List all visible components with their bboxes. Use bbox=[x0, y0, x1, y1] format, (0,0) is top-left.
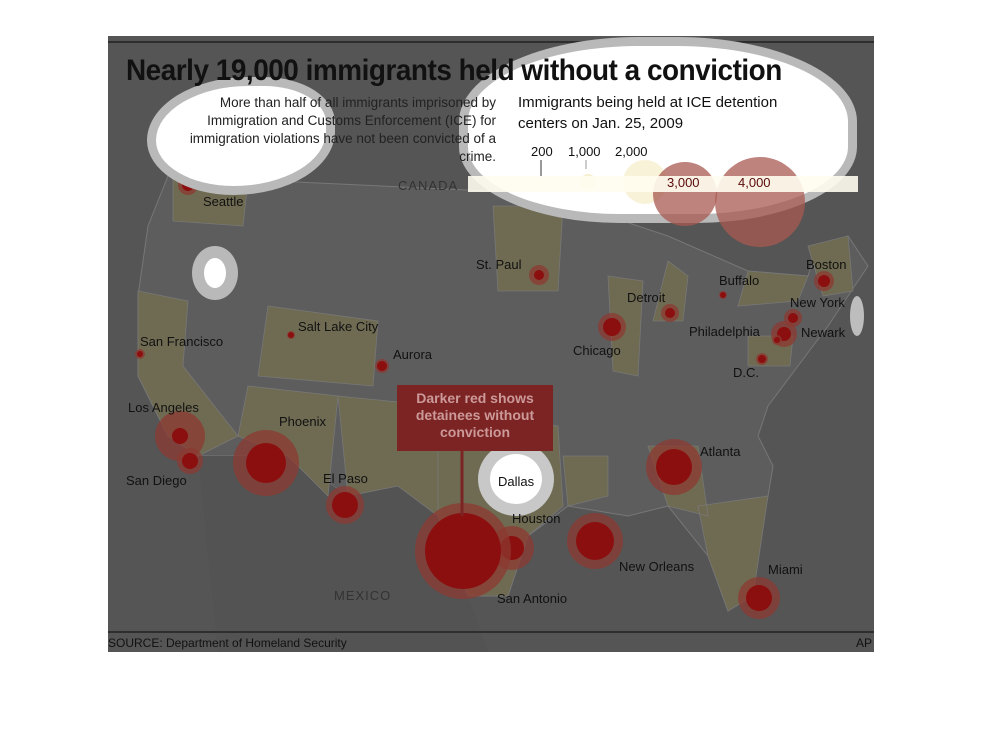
credit: AP bbox=[856, 636, 872, 650]
map-figure: Nearly 19,000 immigrants held without a … bbox=[108, 36, 874, 652]
source-note: SOURCE: Department of Homeland Security bbox=[108, 636, 347, 650]
